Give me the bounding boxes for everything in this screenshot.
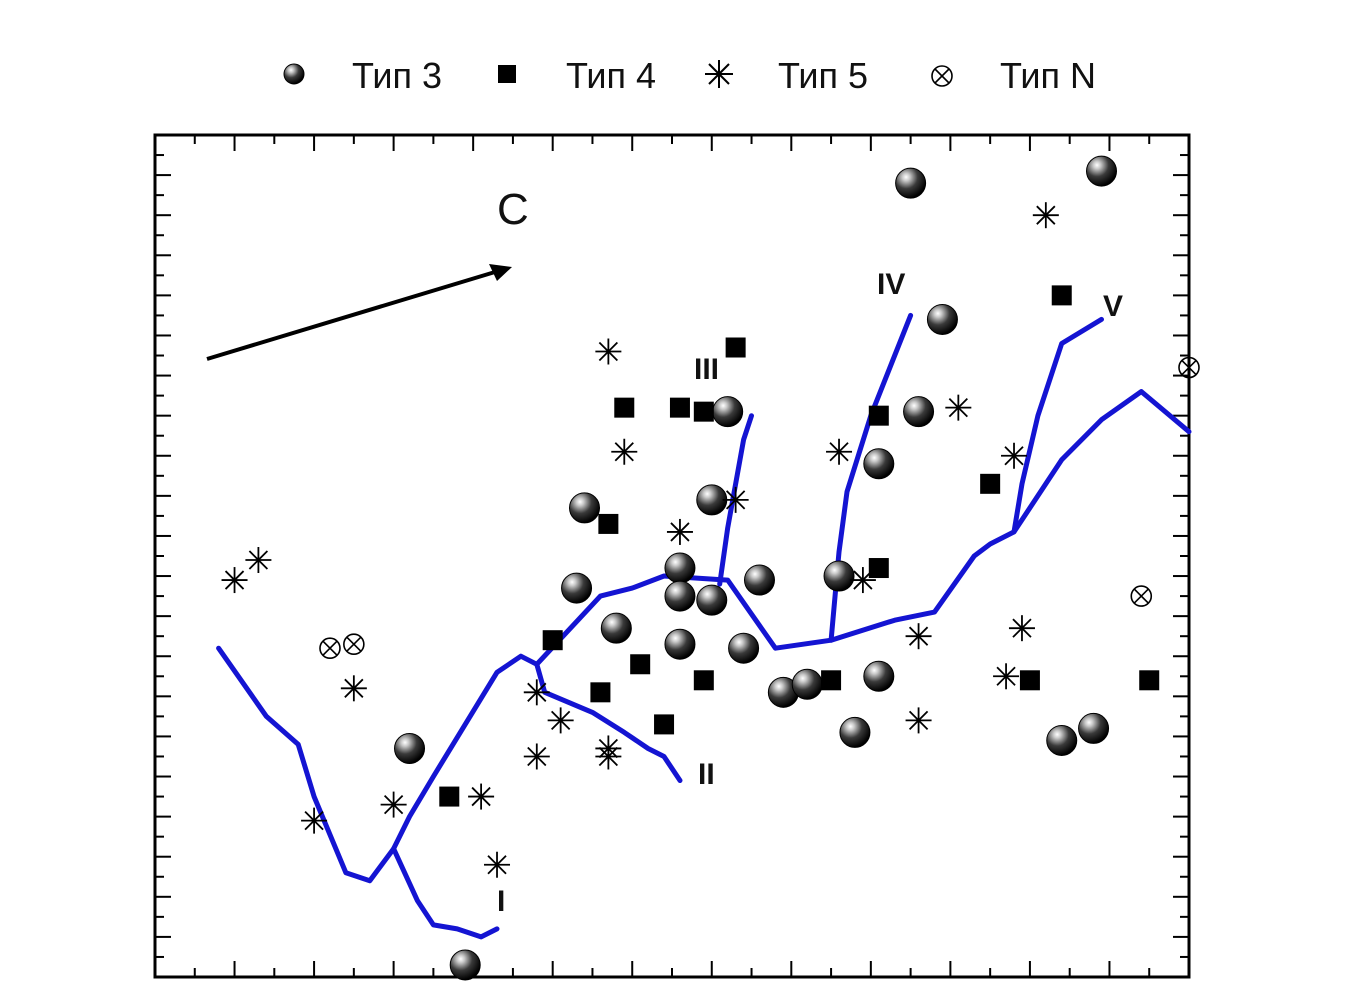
point-type-4 [439, 786, 460, 807]
point-type-4 [868, 558, 889, 579]
legend-label-type-n: Тип N [1000, 55, 1096, 96]
annotation-branch-label-5: V [1103, 290, 1123, 323]
river-line-5 [828, 312, 914, 643]
legend: Тип 3 Тип 4 Тип 5 Тип N [283, 55, 1096, 96]
annotation-branch-label-1: I [497, 885, 505, 918]
point-type-5 [945, 394, 972, 421]
point-type-3 [664, 552, 696, 584]
legend-label-type-5: Тип 5 [778, 55, 868, 96]
point-type-5 [905, 623, 932, 650]
point-type-4 [542, 630, 563, 651]
point-type-4 [614, 397, 635, 418]
point-type-5 [595, 338, 622, 365]
point-type-4 [598, 513, 619, 534]
annotation-branch-label-3: III [694, 353, 719, 386]
point-type-5 [380, 791, 407, 818]
point-type-5 [666, 518, 693, 545]
point-type-3 [791, 668, 823, 700]
annotation-branch-label-2: II [698, 758, 715, 791]
point-type-5 [301, 807, 328, 834]
point-type-4 [654, 714, 675, 735]
point-type-3 [743, 564, 775, 596]
point-type-5 [468, 783, 495, 810]
legend-label-type-3: Тип 3 [352, 55, 442, 96]
point-type-5 [905, 707, 932, 734]
point-type-5 [595, 743, 622, 770]
point-type-5 [245, 547, 272, 574]
point-type-5 [340, 675, 367, 702]
axis-ticks [154, 134, 1190, 978]
point-type-3 [664, 580, 696, 612]
point-type-4 [590, 682, 611, 703]
point-type-4 [1019, 670, 1040, 691]
point-type-3 [895, 167, 927, 199]
point-type-5 [1001, 442, 1028, 469]
annotation-direction-label: С [497, 185, 529, 234]
point-type-5 [826, 438, 853, 465]
river-line-1 [216, 389, 1192, 884]
point-type-4 [725, 337, 746, 358]
point-type-n [1178, 356, 1200, 379]
point-type-n [343, 633, 365, 656]
point-type-5 [722, 486, 749, 513]
point-type-4 [868, 405, 889, 426]
river-line-6 [1011, 316, 1104, 535]
point-type-3 [839, 716, 871, 748]
legend-marker-square [498, 65, 516, 83]
point-type-4 [1051, 285, 1072, 306]
point-type-3 [903, 396, 935, 428]
point-type-n [319, 637, 341, 660]
point-type-4 [669, 397, 690, 418]
river-line-2 [391, 846, 500, 940]
legend-label-type-4: Тип 4 [566, 55, 656, 96]
point-type-3 [449, 949, 481, 981]
point-type-3 [1046, 724, 1078, 756]
point-type-3 [823, 560, 855, 592]
point-type-4 [693, 401, 714, 422]
point-type-n [1130, 585, 1153, 607]
point-type-5 [221, 567, 248, 594]
point-type-3 [863, 660, 895, 692]
point-type-5 [523, 679, 550, 706]
point-type-3 [728, 632, 760, 664]
legend-marker-circle-x [931, 65, 953, 87]
point-type-4 [693, 670, 714, 691]
river-line-4 [717, 413, 754, 587]
point-type-5 [523, 743, 550, 770]
point-type-5 [1032, 202, 1059, 229]
legend-marker-sphere [283, 63, 305, 85]
point-type-5 [611, 438, 638, 465]
point-type-3 [1078, 712, 1110, 744]
point-type-5 [993, 663, 1020, 690]
point-type-3 [863, 448, 895, 480]
point-type-3 [926, 303, 958, 335]
annotations: С I II III IV V [497, 185, 1123, 918]
point-type-3 [600, 612, 632, 644]
point-type-5 [849, 567, 876, 594]
data-points [221, 155, 1200, 981]
annotation-branch-label-4: IV [877, 268, 905, 301]
point-type-3 [561, 572, 593, 604]
legend-marker-asterisk [705, 60, 733, 88]
point-type-3 [696, 584, 728, 616]
point-type-4 [821, 670, 842, 691]
point-type-4 [980, 473, 1001, 494]
point-type-5 [484, 851, 511, 878]
point-type-5 [1008, 615, 1035, 642]
point-type-3 [712, 396, 744, 428]
point-type-3 [394, 732, 426, 764]
point-type-3 [664, 628, 696, 660]
point-type-5 [547, 707, 574, 734]
direction-arrow [206, 264, 512, 361]
point-type-3 [569, 492, 601, 524]
point-type-4 [1139, 670, 1160, 691]
point-type-4 [630, 654, 651, 675]
point-type-3 [1086, 155, 1118, 187]
point-type-3 [696, 484, 728, 516]
